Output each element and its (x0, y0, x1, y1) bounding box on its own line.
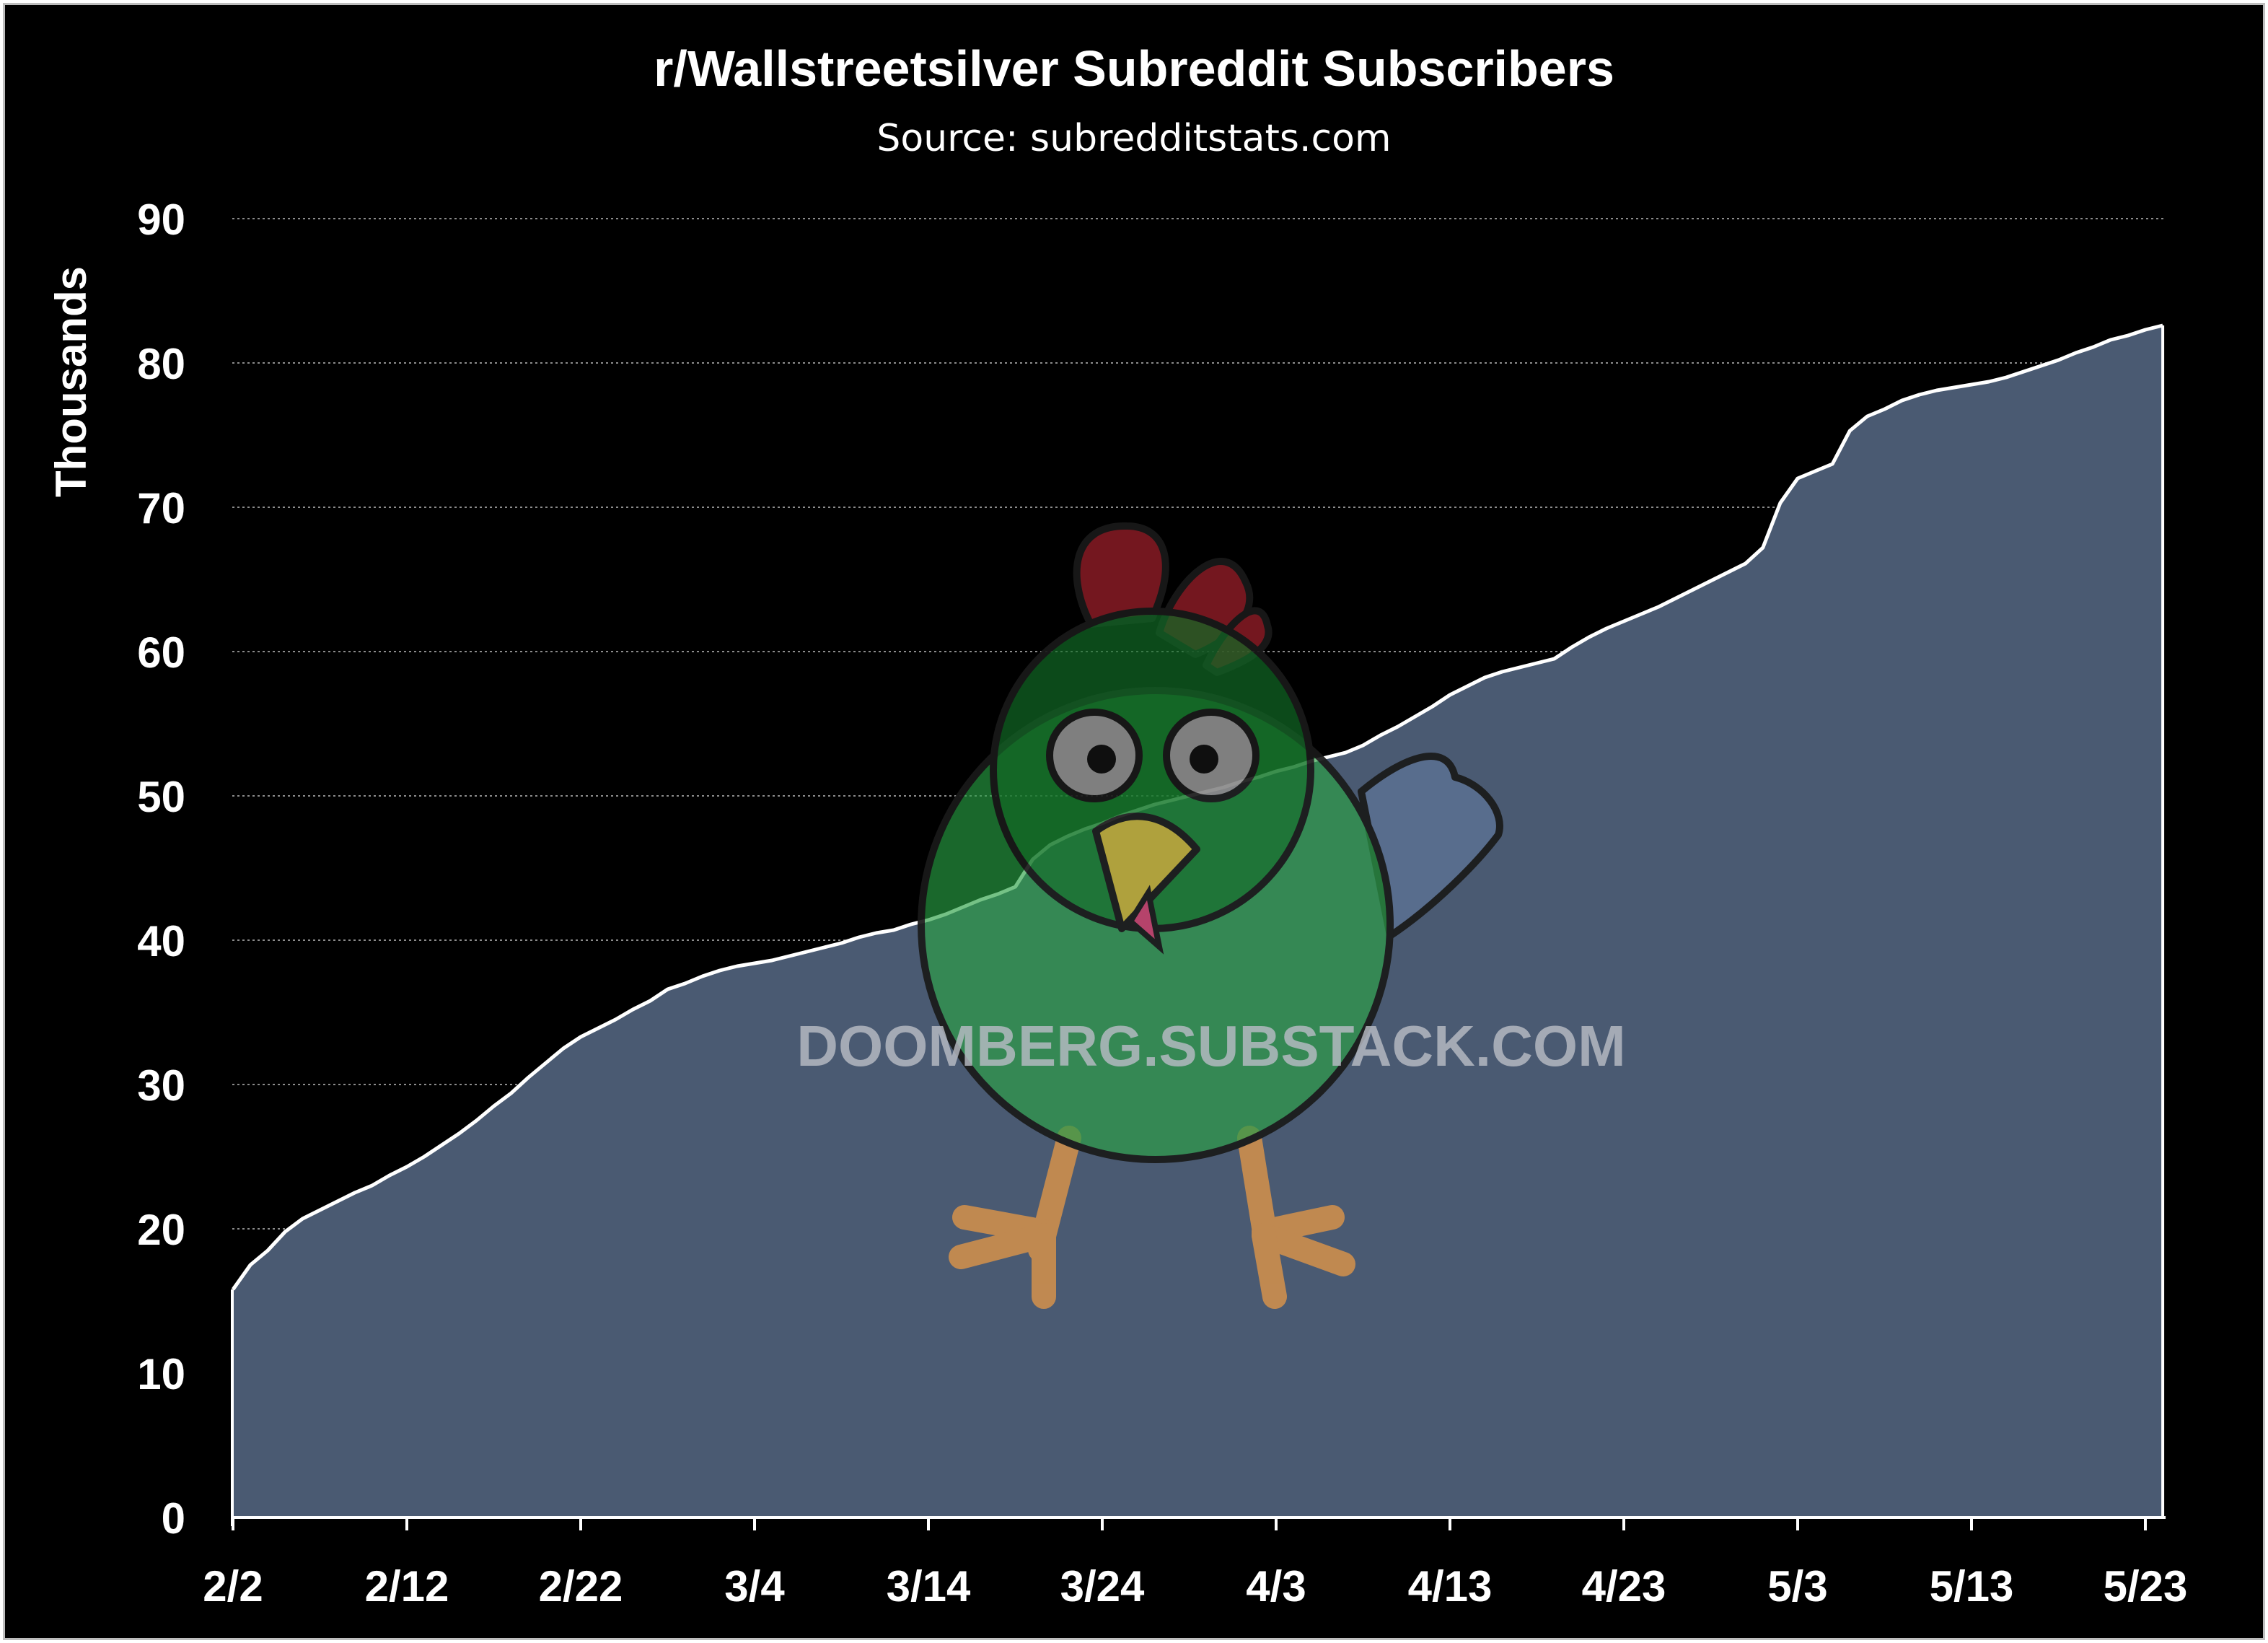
y-tick-label: 10 (137, 1350, 185, 1398)
x-tick-label: 5/13 (1930, 1562, 2014, 1611)
x-tick-label: 3/4 (724, 1562, 785, 1611)
x-tick-label: 5/3 (1767, 1562, 1827, 1611)
y-tick-label: 70 (137, 484, 185, 533)
x-tick-label: 3/24 (1060, 1562, 1145, 1611)
y-tick-label: 80 (137, 340, 185, 388)
x-tick-label: 4/23 (1582, 1562, 1666, 1611)
x-tick-label: 4/3 (1246, 1562, 1306, 1611)
y-tick-label: 40 (137, 917, 185, 965)
chicken-mascot-icon (918, 522, 1503, 1309)
y-tick-label: 0 (162, 1494, 185, 1543)
x-tick-label: 3/14 (887, 1562, 971, 1611)
y-tick-label: 60 (137, 628, 185, 677)
y-axis-label: Thousands (47, 266, 95, 497)
y-tick-label: 90 (137, 196, 185, 244)
axes: 0 10 20 30 40 50 60 70 80 90 2/2 2/12 2/22 3/4 3/14 3/2… (137, 196, 2187, 1611)
y-tick-label: 20 (137, 1206, 185, 1254)
y-tick-label: 30 (137, 1061, 185, 1110)
chart-title: r/Wallstreetsilver Subreddit Subscribers (654, 40, 1614, 97)
chart-frame: r/Wallstreetsilver Subreddit Subscribers… (3, 3, 2265, 1640)
x-tick-label: 2/22 (539, 1562, 623, 1611)
y-tick-label: 50 (137, 773, 185, 821)
x-tick-label: 4/13 (1408, 1562, 1493, 1611)
chart-subtitle: Source: subredditstats.com (876, 117, 1391, 160)
x-tick-label: 2/12 (365, 1562, 449, 1611)
x-tick-label: 5/23 (2104, 1562, 2188, 1611)
x-tick-label: 2/2 (203, 1562, 263, 1611)
chart: r/Wallstreetsilver Subreddit Subscribers… (47, 40, 2187, 1611)
watermark-text: DOOMBERG.SUBSTACK.COM (796, 1014, 1626, 1078)
